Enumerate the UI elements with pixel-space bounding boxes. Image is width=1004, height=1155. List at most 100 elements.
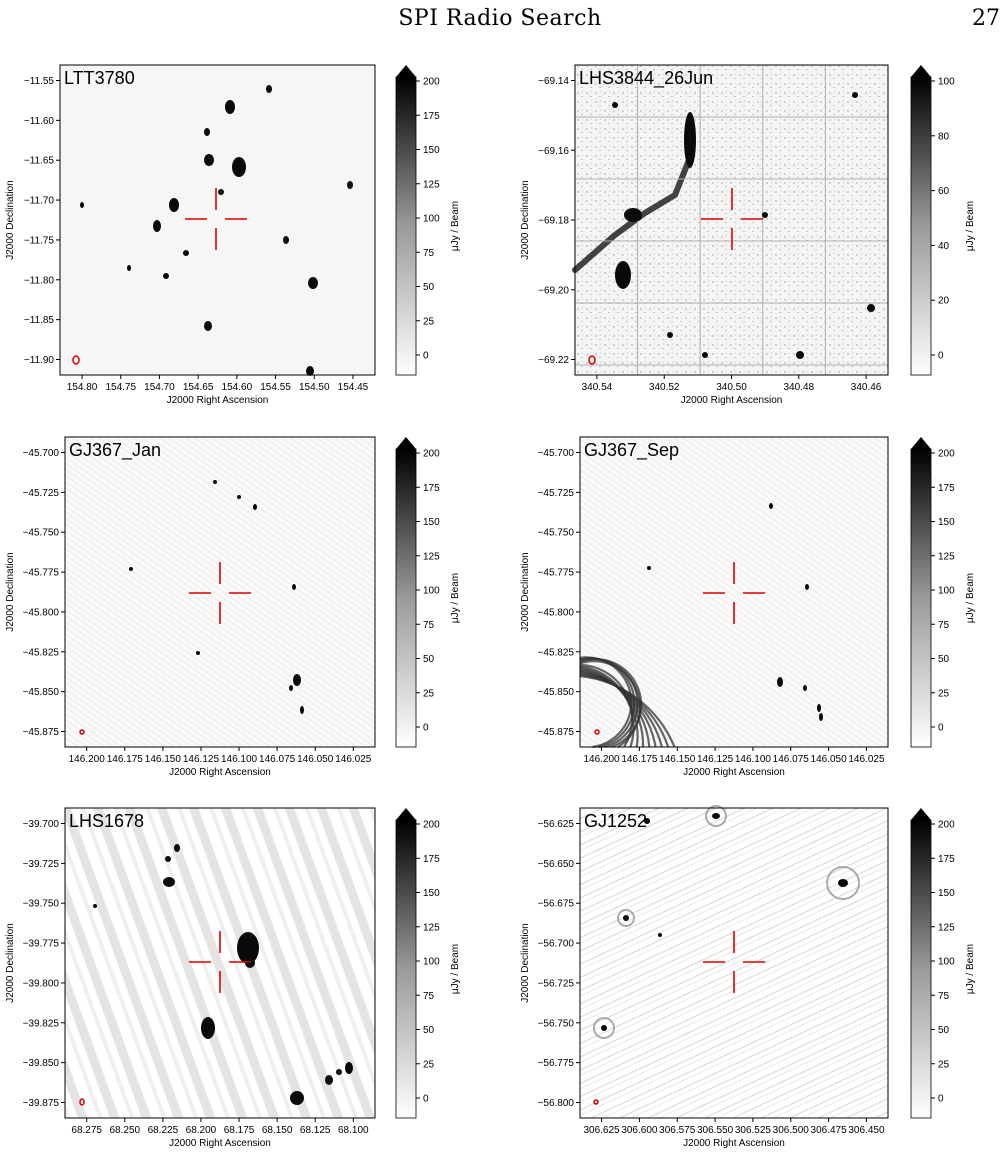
radio-source — [601, 1025, 607, 1031]
panel-label: GJ367_Jan — [69, 440, 161, 461]
colorbar-extend-arrow — [396, 65, 416, 77]
x-tick-label: 146.025 — [335, 754, 372, 765]
colorbar-gradient — [910, 76, 932, 376]
y-tick-label: −11.70 — [24, 196, 55, 207]
y-tick-label: −11.90 — [24, 355, 55, 366]
colorbar: 200 175 150 125 100 75 50 25 0 μJy / Beam — [395, 808, 461, 1119]
panel-label: GJ1252 — [584, 811, 647, 831]
colorbar-tick-label: 200 — [938, 449, 955, 460]
radio-source — [204, 128, 210, 136]
axes-frame — [579, 807, 889, 1119]
colorbar-tick-label: 0 — [938, 1094, 944, 1105]
noise-texture — [580, 808, 888, 1118]
radio-source — [644, 818, 650, 824]
y-tick-label: −69.18 — [538, 216, 569, 227]
x-tick-label: 146.075 — [773, 754, 810, 765]
y-tick-label: −39.725 — [23, 859, 60, 870]
radio-source — [308, 277, 318, 289]
colorbar-tick-label: 75 — [423, 991, 435, 1002]
x-tick-label: 68.275 — [71, 1125, 102, 1136]
x-tick-label: 146.100 — [221, 754, 258, 765]
colorbar-tick-label: 60 — [938, 186, 950, 197]
radio-source — [796, 351, 804, 359]
radio-source — [615, 261, 631, 289]
y-tick-label: −69.16 — [538, 146, 569, 157]
radio-source — [347, 181, 353, 189]
y-tick-label: −56.700 — [538, 939, 575, 950]
x-axis-label: J2000 Right Ascension — [683, 1138, 785, 1149]
colorbar-tick-label: 150 — [938, 517, 955, 528]
radio-source — [684, 112, 696, 168]
target-crosshair — [703, 562, 765, 624]
colorbar-tick-label: 25 — [423, 1059, 435, 1070]
colorbar-tick-label: 150 — [423, 517, 440, 528]
colorbar-tick-label: 25 — [423, 316, 435, 327]
y-tick-label: −11.60 — [24, 116, 55, 127]
beam-ellipse — [79, 729, 85, 735]
colorbar-gradient — [910, 448, 932, 748]
target-crosshair — [189, 931, 251, 993]
colorbar-tick-label: 125 — [938, 922, 955, 933]
radio-source — [174, 844, 180, 852]
colorbar-tick-label: 100 — [423, 214, 440, 225]
radio-source — [237, 932, 259, 964]
x-tick-label: 68.250 — [109, 1125, 140, 1136]
colorbar: 200 175 150 125 100 75 50 25 0 μJy / Beam — [910, 808, 976, 1119]
x-tick-label: 306.450 — [848, 1125, 885, 1136]
y-tick-label: −45.775 — [538, 568, 575, 579]
y-tick-label: −45.800 — [538, 607, 575, 618]
x-tick-label: 306.525 — [735, 1125, 772, 1136]
x-tick-label: 154.55 — [260, 382, 291, 393]
colorbar-tick-label: 50 — [423, 1025, 435, 1036]
y-tick-label: −56.725 — [538, 978, 575, 989]
colorbar-tick-label: 100 — [938, 586, 955, 597]
radio-source — [306, 366, 314, 376]
colorbar-tick-label: 175 — [423, 111, 440, 122]
radio-source — [225, 100, 235, 114]
radio-source — [702, 352, 708, 358]
colorbar-tick-label: 200 — [423, 449, 440, 460]
radio-source — [300, 706, 304, 714]
radio-source — [803, 685, 807, 691]
x-tick-label: 154.45 — [338, 382, 369, 393]
panel-2: LHS3844_26Jun 340.54 340.52 340.50 340.48 340… — [520, 64, 976, 406]
colorbar-tick-label: 100 — [938, 957, 955, 968]
colorbar-extend-arrow — [911, 437, 931, 449]
source-ring — [705, 805, 727, 827]
colorbar-tick-label: 75 — [938, 620, 950, 631]
radio-source — [201, 1017, 215, 1039]
axes-frame — [59, 64, 376, 376]
radio-source — [169, 198, 179, 212]
y-axis-label: J2000 Declination — [520, 923, 531, 1003]
radio-source — [325, 1075, 333, 1085]
radio-source — [762, 212, 768, 218]
beam-ellipse — [593, 1099, 599, 1105]
x-tick-label: 340.52 — [649, 382, 680, 393]
y-tick-label: −45.775 — [23, 568, 60, 579]
y-tick-label: −45.800 — [23, 607, 60, 618]
colorbar-gradient — [395, 448, 417, 748]
colorbar-tick-label: 50 — [423, 282, 435, 293]
x-tick-label: 154.50 — [299, 382, 330, 393]
x-tick-label: 146.125 — [697, 754, 734, 765]
y-axis-label: J2000 Declination — [5, 923, 16, 1003]
colorbar: 200 175 150 125 100 75 50 25 0 μJy / Beam — [395, 65, 461, 376]
x-tick-label: 68.200 — [186, 1125, 217, 1136]
x-tick-label: 306.500 — [773, 1125, 810, 1136]
colorbar-tick-label: 150 — [938, 888, 955, 899]
y-tick-label: −11.75 — [24, 235, 55, 246]
noise-texture — [65, 437, 375, 747]
page-number: 27 — [972, 6, 1000, 31]
y-tick-label: −45.750 — [23, 528, 60, 539]
panel-label: LHS1678 — [69, 811, 144, 831]
y-tick-label: −39.850 — [23, 1058, 60, 1069]
x-tick-label: 146.175 — [107, 754, 144, 765]
radio-source — [623, 915, 629, 921]
y-tick-label: −69.14 — [538, 76, 569, 87]
colorbar-tick-label: 200 — [423, 820, 440, 831]
beam-ellipse — [79, 1098, 85, 1106]
y-tick-label: −56.800 — [538, 1098, 575, 1109]
colorbar-tick-label: 100 — [423, 957, 440, 968]
radio-source — [293, 674, 301, 686]
